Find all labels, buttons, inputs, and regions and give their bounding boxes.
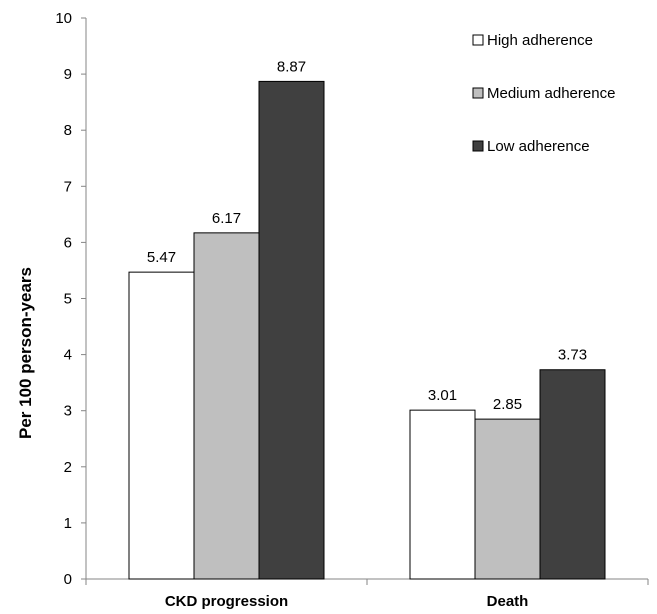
legend-label: Low adherence — [487, 138, 590, 155]
data-label: 6.17 — [212, 210, 241, 227]
y-tick-label: 9 — [64, 66, 72, 83]
x-category-label: Death — [487, 593, 529, 610]
legend-swatch — [472, 34, 484, 46]
y-tick-label: 6 — [64, 234, 72, 251]
legend-label: High adherence — [487, 32, 593, 49]
x-axis-categories: CKD progression Death — [165, 593, 529, 610]
y-tick-label: 1 — [64, 515, 72, 532]
bar — [409, 409, 476, 580]
y-axis-ticks: 0 1 2 3 4 5 6 7 8 9 10 — [55, 10, 86, 588]
bar — [128, 271, 195, 580]
x-category-label: CKD progression — [165, 593, 288, 610]
y-tick-label: 3 — [64, 403, 72, 420]
bar — [193, 232, 260, 580]
y-tick-label: 2 — [64, 459, 72, 476]
data-label: 3.73 — [558, 347, 587, 364]
legend-label: Medium adherence — [487, 85, 615, 102]
data-label: 5.47 — [147, 249, 176, 266]
data-label: 2.85 — [493, 396, 522, 413]
bar — [539, 369, 606, 580]
y-tick-label: 7 — [64, 178, 72, 195]
bars — [128, 80, 606, 580]
legend-swatch — [472, 87, 484, 99]
bar — [474, 418, 541, 580]
y-tick-label: 8 — [64, 122, 72, 139]
y-tick-label: 4 — [64, 347, 72, 364]
data-label: 8.87 — [277, 58, 306, 75]
y-tick-label: 10 — [55, 10, 72, 27]
y-tick-label: 5 — [64, 291, 72, 308]
bar — [258, 80, 325, 580]
y-tick-label: 0 — [64, 571, 72, 588]
data-label: 3.01 — [428, 387, 457, 404]
data-labels: 5.47 6.17 8.87 3.01 2.85 3.73 — [147, 58, 587, 413]
legend: High adherence Medium adherence Low adhere… — [472, 32, 615, 155]
legend-swatch — [472, 140, 484, 152]
y-axis-label: Per 100 person-years — [16, 267, 35, 439]
